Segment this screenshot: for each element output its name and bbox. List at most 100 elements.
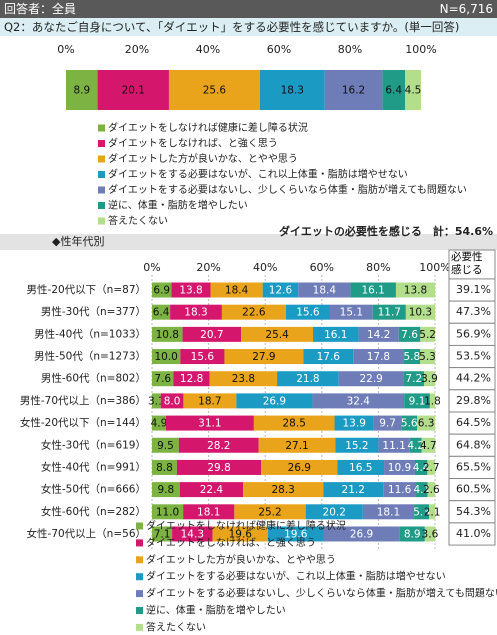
bar-segment	[165, 415, 254, 431]
section-bar	[0, 234, 497, 250]
bar-segment	[404, 393, 430, 409]
summary-value: 64.8%	[456, 438, 491, 451]
bar-segment	[421, 437, 435, 453]
value-label: 27.9	[252, 351, 275, 363]
value-label: 3.1	[148, 395, 165, 407]
value-label: 22.4	[200, 484, 224, 496]
summary-value: 53.5%	[456, 350, 491, 363]
value-label: 3.9	[421, 373, 438, 385]
value-label: 2.7	[423, 462, 440, 474]
value-label: 10.9	[388, 462, 411, 474]
value-label: 25.4	[265, 329, 289, 341]
bar-segment	[312, 393, 405, 409]
question-bar	[0, 18, 497, 36]
bar-segment	[179, 482, 244, 498]
value-label: 23.8	[232, 373, 255, 385]
legend-label: 逆に、体重・脂肪を増やしたい	[108, 199, 248, 212]
value-label: 8.8	[156, 462, 173, 474]
legend-swatch	[98, 217, 105, 225]
total-annotation: ダイエットの必要性を感じる 計：54.6%	[279, 224, 493, 238]
value-label: 9.5	[157, 440, 174, 452]
legend-label: ダイエットをする必要はないし、少しくらいなら体重・脂肪が増えても問題ない	[146, 587, 497, 600]
bar-segment	[382, 70, 406, 110]
value-label: 16.1	[361, 285, 384, 297]
value-label: 13.8	[179, 285, 202, 297]
value-label: 10.8	[156, 329, 179, 341]
value-label: 29.8	[207, 462, 230, 474]
value-label: 17.6	[317, 351, 341, 363]
summary-value: 41.0%	[456, 527, 491, 540]
value-label: 4.1	[413, 484, 430, 496]
bar-segment	[168, 70, 260, 110]
value-label: 11.7	[378, 307, 401, 319]
summary-cell	[448, 522, 496, 546]
bar-segment	[384, 459, 415, 475]
bar-segment	[183, 393, 237, 409]
bar-segment	[173, 371, 210, 387]
x-tick-label: 100%	[405, 43, 436, 56]
bar-segment	[424, 526, 435, 542]
value-label: 11.6	[388, 484, 412, 496]
bar-segment	[414, 504, 430, 520]
summary-value: 39.1%	[456, 283, 491, 296]
bar-segment	[383, 482, 417, 498]
value-label: 5.2	[419, 329, 436, 341]
value-label: 18.3	[281, 85, 304, 97]
value-label: 5.3	[413, 506, 430, 518]
bar-segment	[253, 415, 335, 431]
bar-segment	[353, 349, 404, 365]
bar-segment	[298, 282, 351, 298]
legend-swatch	[98, 171, 105, 178]
bar-segment	[372, 304, 406, 320]
value-label: 6.3	[418, 418, 435, 430]
value-label: 28.3	[271, 484, 294, 496]
x-tick-label: 80%	[338, 43, 362, 56]
row-label: 女性-50代（n=666）	[41, 483, 146, 496]
x-tick-label: 20%	[125, 43, 149, 56]
section-title: ◆性年代別	[52, 234, 104, 248]
bar-segment	[305, 504, 363, 520]
bar-segment	[152, 437, 179, 453]
bar-segment	[210, 282, 263, 298]
bar-segment	[160, 393, 184, 409]
value-label: 4.4	[413, 462, 430, 474]
row-label: 男性-40代（n=1033）	[34, 327, 146, 340]
legend-swatch	[98, 124, 105, 132]
bar-segment	[152, 326, 183, 342]
bar-segment	[405, 304, 435, 320]
value-label: 12.8	[180, 373, 203, 385]
value-label: 16.2	[342, 85, 365, 97]
x-tick-label: 80%	[366, 261, 390, 274]
bar-segment	[338, 371, 404, 387]
value-label: 2.1	[424, 506, 441, 518]
bar-segment	[398, 326, 421, 342]
legend-label: ダイエットをしなければ健康に差し障る状況	[146, 519, 346, 532]
bar-segment	[170, 304, 222, 320]
value-label: 10.3	[409, 307, 432, 319]
legend-label: ダイエットした方が良いかな、とやや思う	[146, 553, 336, 566]
value-label: 8.9	[73, 85, 90, 97]
bar-segment	[429, 504, 435, 520]
bar-segment	[172, 526, 213, 542]
x-tick-label: 40%	[196, 43, 220, 56]
value-label: 6.4	[385, 85, 402, 97]
bar-segment	[209, 371, 278, 387]
legend-label: 答えたくない	[146, 620, 206, 633]
value-label: 8.0	[164, 395, 181, 407]
bar-segment	[373, 415, 402, 431]
bar-segment	[180, 349, 225, 365]
value-label: 7.2	[405, 373, 422, 385]
legend-swatch	[136, 539, 143, 547]
legend-label: ダイエットをする必要はないし、少しくらいなら体重・脂肪が増えても問題ない	[108, 183, 467, 196]
respondents: 回答者：全員	[4, 1, 76, 16]
value-label: 18.4	[313, 285, 337, 297]
summary-value: 47.3%	[456, 305, 491, 318]
row-label: 女性-30代（n=619）	[41, 438, 146, 451]
legend-swatch	[136, 522, 143, 530]
bar-segment	[152, 482, 180, 498]
value-label: 28.2	[207, 440, 230, 452]
bar-segment	[176, 459, 262, 475]
value-label: 9.1	[409, 395, 426, 407]
value-label: 1.8	[424, 395, 441, 407]
